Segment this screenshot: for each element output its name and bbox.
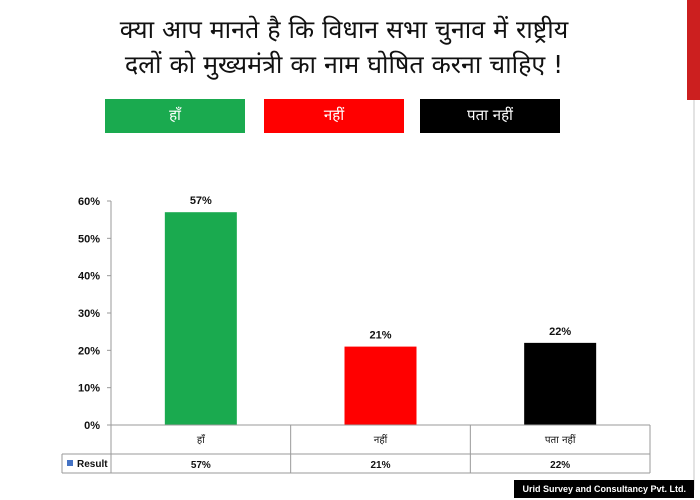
data-labels-group: 57% 21% 22% bbox=[190, 195, 572, 341]
table-value-cell: 21% bbox=[370, 460, 390, 471]
legend-chip-dont-know: पता नहीं bbox=[420, 99, 560, 133]
table-value-cell: 57% bbox=[191, 460, 211, 471]
data-table: हाँ 57% नहीं 21% पता नहीं 22% Result bbox=[61, 424, 651, 474]
title-line-1: क्या आप मानते है कि विधान सभा चुनाव में … bbox=[119, 15, 569, 44]
accent-line bbox=[693, 100, 695, 490]
y-tick-label: 0% bbox=[84, 420, 100, 432]
y-axis-ticks: 0% 10% 20% 30% 40% 50% 60% bbox=[78, 196, 111, 432]
y-tick-label: 30% bbox=[78, 308, 100, 320]
y-tick-label: 60% bbox=[78, 196, 100, 208]
y-tick-label: 40% bbox=[78, 271, 100, 283]
x-category-label: नहीं bbox=[374, 434, 388, 446]
bar-data-label: 57% bbox=[190, 195, 212, 207]
bars-group bbox=[164, 212, 597, 425]
bar bbox=[344, 346, 417, 425]
x-category-label: हाँ bbox=[197, 434, 206, 446]
bar bbox=[524, 342, 597, 425]
title-line-2: दलों को मुख्यमंत्री का नाम घोषित करना चा… bbox=[124, 50, 564, 79]
y-tick-label: 20% bbox=[78, 345, 100, 357]
y-tick-label: 50% bbox=[78, 233, 100, 245]
series-name-label: Result bbox=[77, 459, 108, 470]
bar-data-label: 21% bbox=[369, 330, 391, 342]
bar bbox=[164, 212, 237, 425]
page-title: क्या आप मानते है कि विधान सभा चुनाव में … bbox=[14, 12, 674, 82]
legend-chip-no: नहीं bbox=[264, 99, 404, 133]
accent-bar bbox=[687, 0, 700, 100]
bar-data-label: 22% bbox=[549, 326, 571, 338]
table-value-cell: 22% bbox=[550, 460, 570, 471]
legend-chip-yes: हाँ bbox=[105, 99, 245, 133]
x-category-label: पता नहीं bbox=[545, 434, 576, 446]
y-tick-label: 10% bbox=[78, 383, 100, 395]
series-legend-key bbox=[67, 460, 73, 466]
footer-credit: Urid Survey and Consultancy Pvt. Ltd. bbox=[514, 480, 694, 498]
